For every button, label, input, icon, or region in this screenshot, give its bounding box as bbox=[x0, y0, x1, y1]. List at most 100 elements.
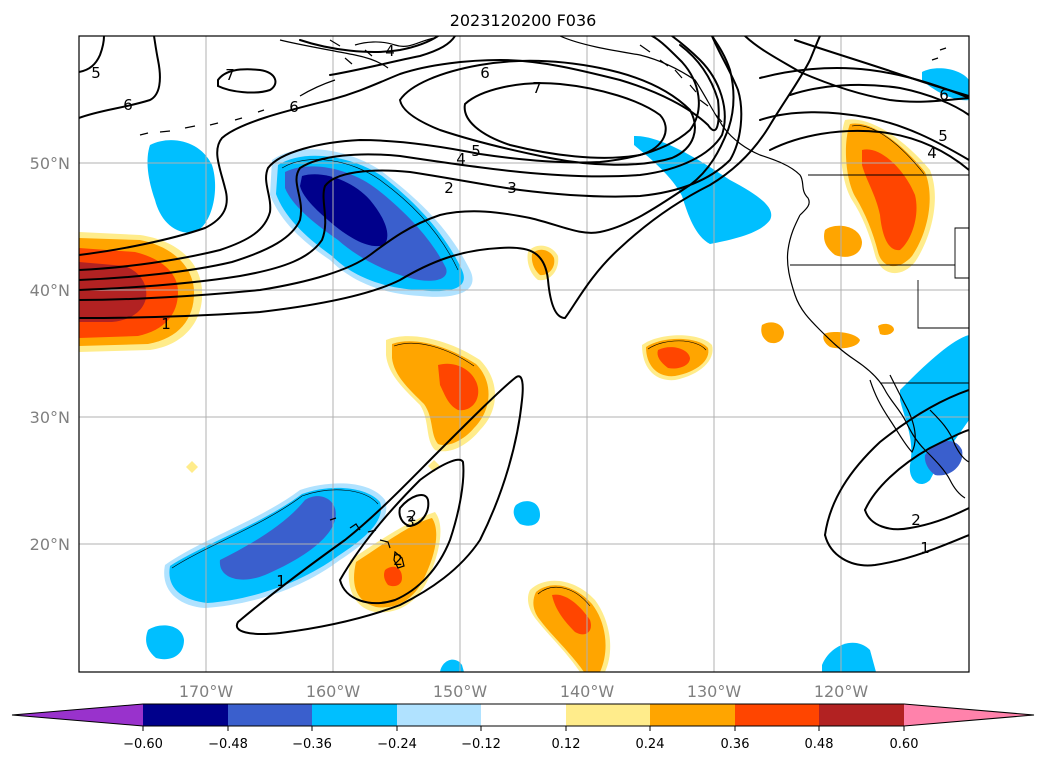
isoline-ne-6 bbox=[744, 36, 969, 103]
map-frame bbox=[78, 35, 970, 673]
colorbar-tick-label: 0.36 bbox=[721, 737, 750, 752]
isoline-ne-4 bbox=[769, 129, 969, 171]
colorbar-tick-label: 0.60 bbox=[890, 737, 919, 752]
shade-pos-central bbox=[392, 341, 489, 446]
coastline-aleutian-islands bbox=[139, 109, 265, 136]
isoline-2-subtropical bbox=[338, 458, 465, 605]
isoline-ne-upper bbox=[794, 39, 969, 97]
outline-aleutian bbox=[281, 159, 459, 271]
map-panel: 4 7 6 7 5 6 6 5 4 3 2 1 6 5 4 3 2 2 1 2 bbox=[78, 35, 970, 673]
isoline-5-top bbox=[329, 36, 456, 76]
contour-labels: 4 7 6 7 5 6 6 5 4 3 2 1 6 5 4 3 2 2 1 2 bbox=[91, 42, 949, 590]
contour-label: 7 bbox=[532, 79, 542, 97]
contour-label: 5 bbox=[938, 127, 948, 145]
colorbar-tick-label: 0.24 bbox=[636, 737, 665, 752]
contour-label: 6 bbox=[289, 98, 299, 116]
outline-central bbox=[393, 342, 475, 367]
colorbar-tick-label: 0.12 bbox=[552, 737, 581, 752]
longitude-tick-labels: 170°W 160°W 150°W 140°W 130°W 120°W bbox=[179, 682, 869, 701]
lon-tick-label: 140°W bbox=[560, 682, 615, 701]
shade-neg-small-2 bbox=[513, 501, 540, 526]
lat-tick-label: 20°N bbox=[30, 535, 70, 554]
colorbar-bin bbox=[481, 704, 566, 726]
lon-tick-label: 150°W bbox=[433, 682, 488, 701]
border-state-id bbox=[954, 227, 969, 279]
border-state-nv-ca bbox=[917, 280, 969, 329]
isoline-6-center bbox=[398, 59, 696, 166]
colorbar-bin bbox=[312, 704, 397, 726]
shade-pos-dot-1 bbox=[186, 461, 198, 473]
political-boundaries bbox=[790, 174, 969, 384]
shade-neg-bottom-2 bbox=[440, 659, 464, 672]
contour-label: 2 bbox=[911, 511, 921, 529]
isoline-2-southeast-lower bbox=[864, 507, 969, 531]
colorbar-extend-low bbox=[12, 704, 143, 726]
contour-label: 6 bbox=[939, 86, 949, 104]
colorbar-bin bbox=[228, 704, 312, 726]
isoline-3-north bbox=[79, 36, 743, 291]
shade-pos-pnw-sw bbox=[824, 225, 862, 257]
contour-label: 2 bbox=[393, 551, 403, 569]
shade-pos-small-3 bbox=[823, 332, 860, 349]
coastline-gulf-alaska bbox=[559, 36, 810, 216]
contour-label: 7 bbox=[225, 66, 235, 84]
isoline-2-north bbox=[79, 36, 735, 301]
shade-neg-small-1 bbox=[146, 625, 184, 660]
lat-tick-label: 40°N bbox=[30, 281, 70, 300]
contour-label: 4 bbox=[927, 144, 937, 162]
contour-label: 5 bbox=[471, 142, 481, 160]
shade-pos-east-mid bbox=[657, 347, 690, 369]
isolines bbox=[79, 36, 969, 635]
contour-label: 4 bbox=[385, 42, 395, 60]
coastlines bbox=[139, 36, 969, 569]
shade-neg-baja bbox=[900, 335, 969, 485]
coastline-baja bbox=[869, 374, 916, 454]
lat-tick-label: 50°N bbox=[30, 154, 70, 173]
lon-tick-label: 170°W bbox=[179, 682, 234, 701]
isoline-6-west bbox=[79, 36, 161, 119]
colorbar-extend-high bbox=[904, 704, 1034, 726]
isoline-1-southeast-lower bbox=[824, 534, 969, 567]
contour-label: 1 bbox=[920, 539, 930, 557]
isoline-7-center bbox=[463, 82, 667, 159]
contour-label: 3 bbox=[405, 513, 415, 531]
coastline-hawaii bbox=[329, 517, 405, 569]
colorbar-tick-label: 0.48 bbox=[805, 737, 834, 752]
isoline-7-west bbox=[217, 68, 277, 94]
graticule bbox=[79, 36, 969, 672]
colorbar-tick-label: −0.12 bbox=[461, 737, 501, 752]
shade-pos-small-2 bbox=[761, 322, 784, 344]
contour-label: 5 bbox=[91, 64, 101, 82]
shade-neg-baja-mid bbox=[924, 440, 963, 476]
outline-pnw bbox=[851, 125, 925, 175]
outline-hawaii bbox=[171, 489, 379, 569]
colorbar-bin bbox=[819, 704, 904, 726]
contour-label: 2 bbox=[444, 179, 454, 197]
colorbar-bin bbox=[566, 704, 650, 726]
isoline-ne-3 bbox=[789, 83, 969, 116]
lat-tick-label: 30°N bbox=[30, 408, 70, 427]
shade-pos-small-4 bbox=[878, 323, 894, 335]
isoline-4-north bbox=[79, 36, 726, 281]
outline-sub bbox=[537, 587, 591, 607]
isoline-1-subtropical bbox=[235, 375, 524, 635]
isoline-ne-5 bbox=[759, 111, 969, 161]
isoline-2-southeast bbox=[864, 429, 969, 511]
shade-pos-central-mid bbox=[438, 363, 479, 411]
positive-anomaly-shading bbox=[79, 119, 935, 672]
shade-pos-sub bbox=[533, 585, 606, 672]
colorbar-bin bbox=[650, 704, 735, 726]
isoline-1-southeast bbox=[824, 389, 969, 536]
colorbar: −0.60 −0.48 −0.36 −0.24 −0.12 0.12 0.24 … bbox=[11, 703, 1035, 752]
figure-title: 2023120200 F036 bbox=[450, 11, 597, 30]
isoline-5-west bbox=[79, 36, 105, 73]
colorbar-tick-label: −0.36 bbox=[292, 737, 332, 752]
isoline-6-north bbox=[79, 44, 720, 256]
contour-label: 6 bbox=[480, 64, 490, 82]
lon-tick-label: 120°W bbox=[814, 682, 869, 701]
contour-label: 2 bbox=[407, 507, 417, 525]
contour-label: 6 bbox=[123, 96, 133, 114]
coastline-sw-islands bbox=[931, 47, 947, 61]
lon-tick-label: 130°W bbox=[687, 682, 742, 701]
